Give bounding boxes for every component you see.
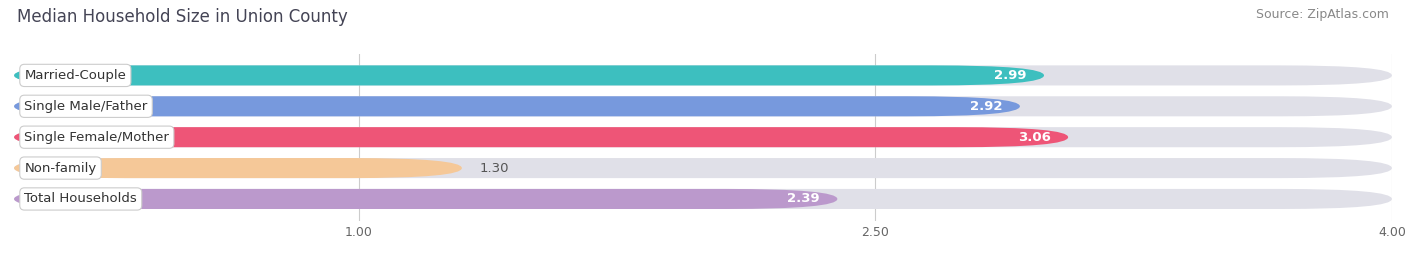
Text: 3.06: 3.06 [1018, 131, 1050, 144]
Text: Non-family: Non-family [24, 162, 97, 175]
Text: 2.39: 2.39 [787, 192, 820, 206]
FancyBboxPatch shape [14, 96, 1392, 116]
FancyBboxPatch shape [14, 96, 1019, 116]
Text: 2.99: 2.99 [994, 69, 1026, 82]
Text: Single Male/Father: Single Male/Father [24, 100, 148, 113]
FancyBboxPatch shape [14, 127, 1069, 147]
Text: Married-Couple: Married-Couple [24, 69, 127, 82]
FancyBboxPatch shape [14, 158, 1392, 178]
FancyBboxPatch shape [14, 158, 463, 178]
FancyBboxPatch shape [14, 65, 1392, 86]
Text: Median Household Size in Union County: Median Household Size in Union County [17, 8, 347, 26]
FancyBboxPatch shape [14, 189, 838, 209]
FancyBboxPatch shape [14, 65, 1045, 86]
Text: Single Female/Mother: Single Female/Mother [24, 131, 169, 144]
Text: 1.30: 1.30 [479, 162, 509, 175]
Text: Source: ZipAtlas.com: Source: ZipAtlas.com [1256, 8, 1389, 21]
Text: 2.92: 2.92 [970, 100, 1002, 113]
FancyBboxPatch shape [14, 127, 1392, 147]
FancyBboxPatch shape [14, 189, 1392, 209]
Text: Total Households: Total Households [24, 192, 138, 206]
